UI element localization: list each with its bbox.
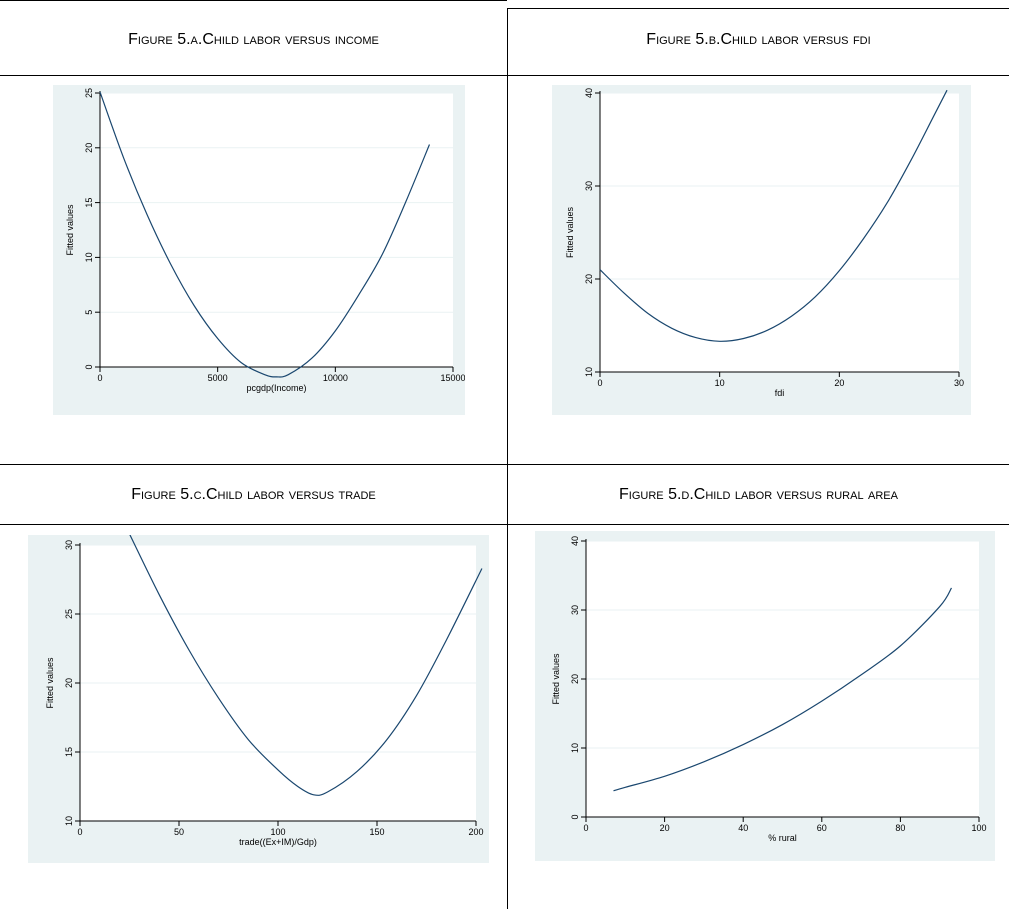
plot-area [600,93,959,372]
chart-trade: 10 15 20 25 30 0 50 100 150 200 trade((Ex+IM)/Gdp)… [28,535,489,863]
x-tick-label: 10000 [323,373,348,383]
x-tick-label: 20 [834,378,844,388]
y-tick-label: 20 [584,274,594,284]
x-tick-label: 0 [77,827,82,837]
series-line-fitted-values [599,89,948,342]
x-tick-label: 100 [270,827,285,837]
x-tick-label: 30 [954,378,964,388]
y-tick-label: 10 [84,252,94,262]
y-tick-label: 15 [84,198,94,208]
x-tick-label: 0 [583,823,588,833]
x-tick-label: 200 [468,827,483,837]
y-tick-label: 40 [570,536,580,546]
x-tick-label: 40 [738,823,748,833]
y-tick-label: 20 [84,143,94,153]
y-tick-label: 30 [64,540,74,550]
y-axis-label: Fitted values [565,206,575,258]
divider-top-left [0,0,507,1]
y-tick-label: 10 [64,816,74,826]
x-tick-label: 150 [369,827,384,837]
x-axis-label: pcgdp(Income) [246,383,306,393]
divider-top-right [507,8,1009,9]
x-tick-label: 5000 [208,373,228,383]
figure-title-a: Figure 5.a.Child labor versus income [128,31,379,48]
divider-header-row2 [0,524,1009,525]
x-tick-label: 10 [715,378,725,388]
y-tick-label: 25 [84,88,94,98]
x-tick-label: 20 [660,823,670,833]
x-axis-label: % rural [768,833,797,843]
series-line-fitted-values [129,535,483,796]
x-tick-label: 60 [817,823,827,833]
series-line-fitted-values [613,587,953,792]
y-tick-label: 20 [64,678,74,688]
y-tick-label: 20 [570,674,580,684]
y-tick-label: 30 [570,605,580,615]
x-tick-label: 50 [174,827,184,837]
x-tick-label: 15000 [440,373,465,383]
y-tick-label: 0 [570,814,580,819]
x-tick-label: 0 [97,373,102,383]
y-tick-label: 30 [584,181,594,191]
plot-area [100,93,453,367]
y-axis-label: Fitted values [45,657,55,709]
y-tick-label: 10 [584,367,594,377]
divider-middle [0,464,1009,465]
y-axis-label: Fitted values [551,653,561,705]
x-axis-label: trade((Ex+IM)/Gdp) [239,837,317,847]
figure-title-b: Figure 5.b.Child labor versus fdi [646,31,871,48]
y-tick-label: 25 [64,609,74,619]
chart-income: 0 5 10 15 20 25 0 5000 10000 15000 pcgdp(Income) Fi… [53,85,465,415]
y-tick-label: 0 [84,364,94,369]
y-tick-label: 40 [584,88,594,98]
x-tick-label: 100 [971,823,986,833]
figure-title-d: Figure 5.d.Child labor versus rural area [619,486,898,503]
x-tick-label: 0 [597,378,602,388]
chart-rural: 0 10 20 30 40 0 20 40 60 80 100 % rural Fitted value… [535,531,995,861]
divider-header-row1 [0,75,1009,76]
figure-title-c: Figure 5.c.Child labor versus trade [131,486,376,503]
y-tick-label: 15 [64,747,74,757]
y-tick-label: 10 [570,743,580,753]
x-tick-label: 80 [895,823,905,833]
x-axis-label: fdi [775,388,785,398]
y-axis-label: Fitted values [65,204,75,256]
y-tick-label: 5 [84,310,94,315]
series-line-fitted-values [99,91,431,378]
divider-vertical [507,8,508,909]
